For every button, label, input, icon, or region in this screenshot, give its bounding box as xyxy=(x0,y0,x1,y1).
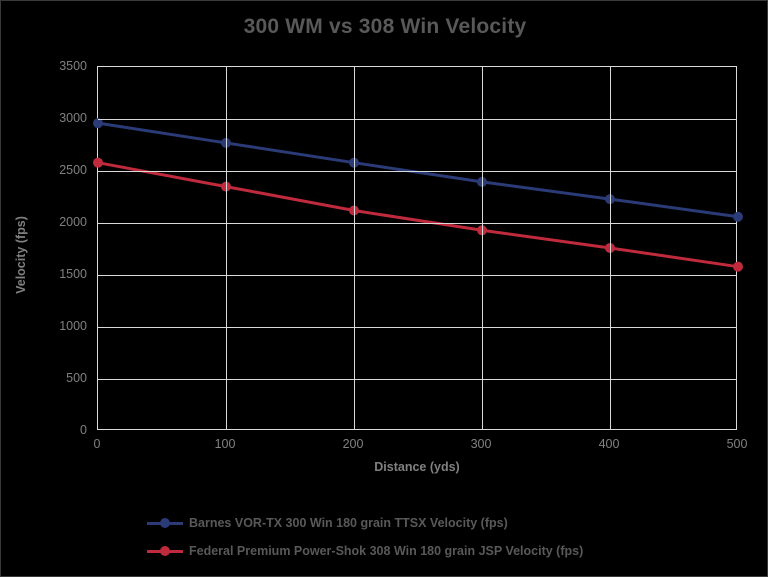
chart-legend: Barnes VOR-TX 300 Win 180 grain TTSX Vel… xyxy=(1,509,767,565)
y-axis-tick-label: 1500 xyxy=(59,267,87,281)
gridline-horizontal xyxy=(98,327,736,328)
y-axis-tick-label: 1000 xyxy=(59,319,87,333)
gridline-vertical xyxy=(482,67,483,429)
legend-marker-icon xyxy=(147,516,183,530)
legend-item[interactable]: Barnes VOR-TX 300 Win 180 grain TTSX Vel… xyxy=(1,509,767,537)
y-axis-tick-label: 2500 xyxy=(59,163,87,177)
x-axis-tick-label: 0 xyxy=(93,437,101,451)
data-point-marker xyxy=(733,211,743,222)
x-axis-tick-label: 300 xyxy=(470,437,492,451)
legend-item-label: Federal Premium Power-Shok 308 Win 180 g… xyxy=(189,544,584,558)
y-axis-tick-label: 2000 xyxy=(59,215,87,229)
x-axis-tick-label: 100 xyxy=(214,437,236,451)
gridline-vertical xyxy=(354,67,355,429)
gridline-horizontal xyxy=(98,119,736,120)
plot-area xyxy=(93,66,743,430)
gridline-horizontal xyxy=(98,379,736,380)
gridline-horizontal xyxy=(98,275,736,276)
legend-item-label: Barnes VOR-TX 300 Win 180 grain TTSX Vel… xyxy=(189,516,508,530)
y-axis-tick-label: 3500 xyxy=(59,59,87,73)
x-axis-title: Distance (yds) xyxy=(374,460,460,474)
x-axis-tick-label: 400 xyxy=(598,437,620,451)
series-layer xyxy=(93,118,743,272)
x-axis-tick-label: 200 xyxy=(342,437,364,451)
data-point-marker xyxy=(93,118,103,129)
y-axis-title: Velocity (fps) xyxy=(14,216,28,294)
gridline-horizontal xyxy=(98,171,736,172)
gridline-vertical xyxy=(226,67,227,429)
y-axis-tick-label: 3000 xyxy=(59,111,87,125)
legend-marker-icon xyxy=(147,544,183,558)
x-axis-tick-labels: 0 100 200 300 400 500 xyxy=(94,437,748,457)
gridline-vertical xyxy=(610,67,611,429)
legend-item[interactable]: Federal Premium Power-Shok 308 Win 180 g… xyxy=(1,537,767,565)
x-axis-tick-label: 500 xyxy=(726,437,748,451)
chart-title: 300 WM vs 308 Win Velocity xyxy=(243,15,527,38)
series-line xyxy=(96,121,740,219)
y-axis-tick-label: 0 xyxy=(80,423,87,437)
gridline-horizontal xyxy=(98,223,736,224)
data-point-marker xyxy=(733,261,743,272)
y-axis-tick-label: 500 xyxy=(66,371,87,385)
data-point-marker xyxy=(93,157,103,168)
series-line xyxy=(96,161,740,269)
y-axis-tick-labels: 0 500 1000 1500 2000 2500 3000 3500 xyxy=(35,1,87,576)
